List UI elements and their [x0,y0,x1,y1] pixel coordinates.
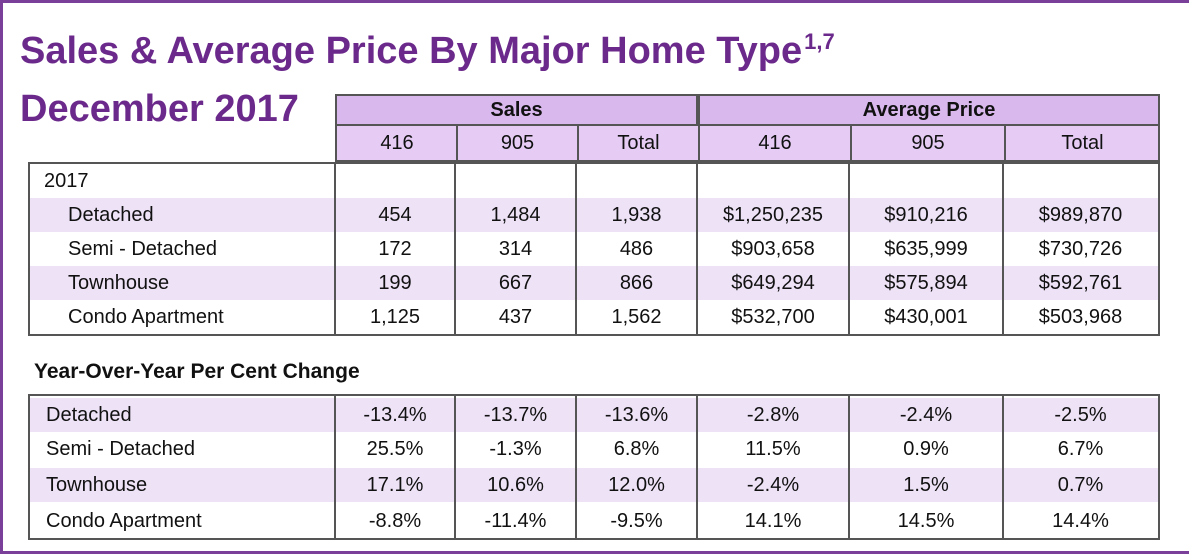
sales-416-change: 25.5% [366,438,424,460]
column-header-price-416: 416 [758,132,792,154]
group-header-sales: Sales [335,94,698,126]
sales-416-change: -8.8% [368,510,422,532]
price-416-change: -2.8% [746,404,800,426]
table-row: Semi - Detached 172 314 486 $903,658 $63… [30,232,1158,266]
price-total-cell: $503,968 [1038,306,1123,328]
price-416-cell: $1,250,235 [722,204,824,226]
row-label: Detached [68,204,154,226]
yoy-change-table: Detached -13.4% -13.7% -13.6% -2.8% -2.4… [28,394,1160,540]
sales-416-change: 17.1% [366,474,424,496]
row-label: Detached [46,404,132,426]
row-label: Condo Apartment [46,510,202,532]
row-label: Townhouse [46,474,148,496]
group-header-average-price: Average Price [698,94,1160,126]
column-header-row: 416 905 Total 416 905 Total [335,126,1160,162]
price-416-change: 11.5% [745,438,801,460]
sales-905-cell: 437 [498,306,533,328]
price-total-cell: $730,726 [1038,238,1123,260]
price-905-cell: $635,999 [884,238,968,260]
year-row: 2017 [30,164,1158,198]
sales-total-cell: 1,562 [611,306,662,328]
row-label: Semi - Detached [46,438,195,460]
price-905-change: 0.9% [903,438,949,460]
table-row: Detached -13.4% -13.7% -13.6% -2.8% -2.4… [30,398,1158,432]
price-total-change: 6.7% [1057,438,1104,460]
sales-total-change: 12.0% [608,474,665,496]
row-label: Semi - Detached [68,238,217,260]
sales-416-cell: 199 [378,272,412,294]
price-416-change: 14.1% [744,510,802,532]
sales-905-change: -1.3% [489,438,542,460]
price-905-cell: $575,894 [884,272,968,294]
row-label: Condo Apartment [68,306,224,328]
year-label: 2017 [44,170,89,192]
footnote-superscript: 1,7 [804,29,835,54]
table-row: Townhouse 17.1% 10.6% 12.0% -2.4% 1.5% 0… [30,468,1158,502]
price-416-cell: $903,658 [731,238,815,260]
sales-905-cell: 1,484 [490,204,541,226]
sales-905-change: -11.4% [484,510,547,532]
sales-total-cell: 1,938 [611,204,662,226]
price-905-change: 14.5% [897,510,955,532]
sales-416-cell: 454 [378,204,412,226]
sales-total-change: -9.5% [610,510,663,532]
row-label: Townhouse [68,272,170,294]
column-header-sales-416: 416 [380,132,414,154]
table-row: Condo Apartment -8.8% -11.4% -9.5% 14.1%… [30,504,1158,538]
price-total-cell: $989,870 [1038,204,1123,226]
table-row: Townhouse 199 667 866 $649,294 $575,894 … [30,266,1158,300]
sales-416-cell: 1,125 [369,306,421,328]
sales-905-change: -13.7% [483,404,548,426]
price-total-change: 0.7% [1057,474,1104,496]
column-header-sales-total: Total [617,132,660,154]
price-905-cell: $430,001 [884,306,968,328]
price-416-change: -2.4% [746,474,800,496]
price-total-cell: $592,761 [1038,272,1123,294]
table-row: Detached 454 1,484 1,938 $1,250,235 $910… [30,198,1158,232]
table-row: Semi - Detached 25.5% -1.3% 6.8% 11.5% 0… [30,432,1158,466]
sales-total-cell: 486 [619,238,654,260]
sales-total-change: 6.8% [613,438,660,460]
sales-905-cell: 314 [498,238,533,260]
price-905-change: -2.4% [899,404,953,426]
report-title: Sales & Average Price By Major Home Type… [20,29,835,72]
report-subtitle: December 2017 [20,88,299,130]
sales-905-change: 10.6% [487,474,544,496]
price-416-cell: $532,700 [731,306,815,328]
sales-905-cell: 667 [498,272,533,294]
price-total-change: -2.5% [1054,404,1107,426]
table-row: Condo Apartment 1,125 437 1,562 $532,700… [30,300,1158,334]
price-905-change: 1.5% [903,474,949,496]
sales-total-change: -13.6% [604,404,669,426]
sales-table-2017: 2017 Detached 454 1,484 1,938 $1,250,235… [28,162,1160,336]
sales-416-cell: 172 [378,238,412,260]
price-905-cell: $910,216 [884,204,968,226]
column-header-price-total: Total [1061,132,1104,154]
price-total-change: 14.4% [1052,510,1109,532]
column-header-price-905: 905 [911,132,945,154]
column-header-sales-905: 905 [500,132,535,154]
price-416-cell: $649,294 [731,272,815,294]
sales-total-cell: 866 [619,272,654,294]
sales-416-change: -13.4% [363,404,427,426]
yoy-section-title: Year-Over-Year Per Cent Change [34,360,360,383]
